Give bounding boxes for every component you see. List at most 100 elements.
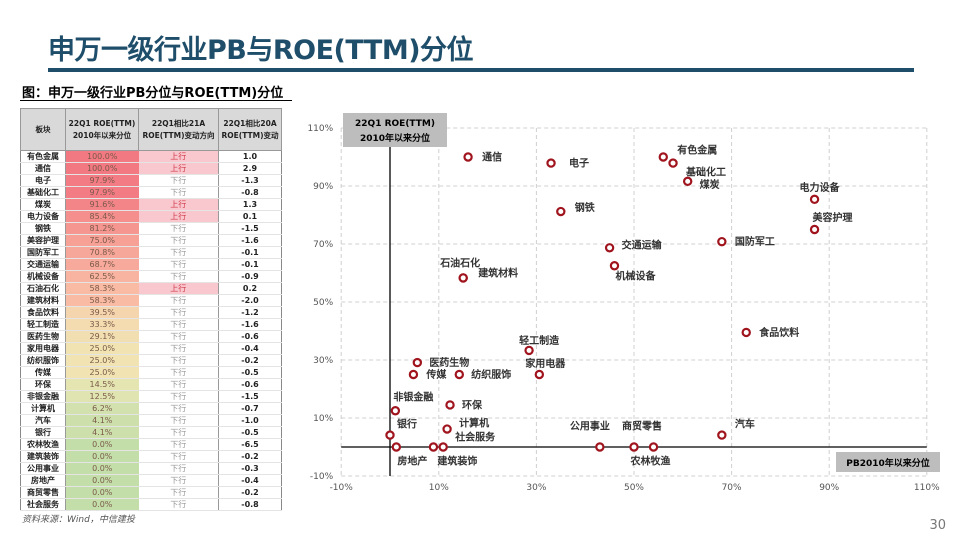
direction-cell: 下行 bbox=[138, 318, 219, 331]
change-cell: 1.3 bbox=[218, 198, 282, 211]
data-point bbox=[609, 261, 620, 271]
table-row: 美容护理 75.0% 下行 -1.6 bbox=[20, 234, 282, 247]
y-tick-label: 30% bbox=[313, 356, 333, 366]
table-row: 银行 4.1% 下行 -0.5 bbox=[20, 426, 282, 439]
table-row: 环保 14.5% 下行 -0.6 bbox=[20, 378, 282, 391]
direction-cell: 下行 bbox=[138, 438, 219, 451]
table-row: 交通运输 68.7% 下行 -0.1 bbox=[20, 258, 282, 271]
point-label: 石油石化 bbox=[439, 256, 480, 269]
data-point bbox=[556, 206, 566, 217]
point-label: 有色金属 bbox=[677, 144, 717, 157]
table-row: 食品饮料 39.5% 下行 -1.2 bbox=[20, 306, 282, 319]
sector-name-cell: 钢铁 bbox=[20, 222, 66, 235]
sector-name-cell: 房地产 bbox=[20, 474, 66, 487]
direction-cell: 下行 bbox=[138, 234, 219, 247]
roe-percentile-cell: 12.5% bbox=[65, 390, 139, 403]
sector-name-cell: 机械设备 bbox=[20, 270, 66, 283]
roe-percentile-cell: 14.5% bbox=[65, 378, 139, 391]
direction-cell: 下行 bbox=[138, 270, 219, 283]
sector-name-cell: 纺织服饰 bbox=[20, 354, 66, 367]
y-tick-label: 90% bbox=[313, 182, 333, 192]
sector-name-cell: 电力设备 bbox=[20, 210, 66, 223]
roe-percentile-cell: 25.0% bbox=[65, 366, 139, 379]
point-label: 传媒 bbox=[425, 368, 447, 381]
sector-name-cell: 有色金属 bbox=[20, 150, 66, 163]
direction-cell: 上行 bbox=[138, 210, 219, 223]
data-point bbox=[408, 369, 419, 380]
roe-percentile-cell: 6.2% bbox=[65, 402, 139, 415]
point-label: 电子 bbox=[569, 157, 589, 170]
table-row: 机械设备 62.5% 下行 -0.9 bbox=[20, 270, 282, 283]
change-cell: -0.2 bbox=[218, 354, 282, 367]
point-label: 机械设备 bbox=[615, 269, 656, 282]
table-row: 通信 100.0% 上行 2.9 bbox=[20, 162, 282, 175]
point-label: 国防军工 bbox=[735, 235, 775, 248]
x-tick-label: 70% bbox=[722, 483, 742, 493]
x-tick-label: 50% bbox=[624, 483, 644, 493]
table-row: 基础化工 97.9% 下行 -0.8 bbox=[20, 186, 282, 199]
direction-cell: 下行 bbox=[138, 186, 219, 199]
figure-caption: 图：申万一级行业PB分位与ROE(TTM)分位 bbox=[22, 86, 284, 101]
change-cell: -1.5 bbox=[218, 222, 282, 235]
y-axis-label: 22Q1 ROE(TTM) bbox=[355, 119, 435, 129]
direction-cell: 下行 bbox=[138, 222, 219, 235]
point-label: 食品饮料 bbox=[758, 326, 799, 339]
change-cell: -0.6 bbox=[218, 378, 282, 391]
point-label: 煤炭 bbox=[700, 178, 720, 191]
change-cell: -1.5 bbox=[218, 390, 282, 403]
point-label: 美容护理 bbox=[813, 211, 853, 224]
data-point bbox=[454, 369, 464, 380]
roe-percentile-cell: 70.8% bbox=[65, 246, 139, 259]
table-row: 轻工制造 33.3% 下行 -1.6 bbox=[20, 318, 282, 331]
roe-percentile-cell: 58.3% bbox=[65, 282, 139, 295]
x-tick-label: 30% bbox=[526, 483, 546, 493]
direction-cell: 下行 bbox=[138, 330, 219, 343]
change-cell: -0.8 bbox=[218, 186, 282, 199]
sector-name-cell: 农林牧渔 bbox=[20, 438, 66, 451]
data-point bbox=[595, 442, 605, 452]
direction-cell: 上行 bbox=[138, 162, 219, 175]
point-label: 交通运输 bbox=[622, 238, 663, 251]
header-direction-21a: 22Q1相比21A ROE(TTM)变动方向 bbox=[138, 108, 219, 151]
point-label: 农林牧渔 bbox=[630, 455, 671, 468]
direction-cell: 下行 bbox=[138, 366, 219, 379]
data-point bbox=[809, 194, 820, 205]
change-cell: -2.0 bbox=[218, 294, 282, 307]
sector-name-cell: 建筑装饰 bbox=[20, 450, 66, 463]
point-label: 医药生物 bbox=[429, 356, 469, 369]
roe-percentile-cell: 4.1% bbox=[65, 414, 139, 427]
data-point bbox=[668, 158, 678, 168]
direction-cell: 下行 bbox=[138, 378, 219, 391]
change-cell: -0.6 bbox=[218, 330, 282, 343]
table-row: 医药生物 29.1% 下行 -0.6 bbox=[20, 330, 282, 343]
x-tick-label: -10% bbox=[330, 483, 354, 493]
sector-name-cell: 食品饮料 bbox=[20, 306, 66, 319]
y-tick-label: 70% bbox=[313, 240, 333, 250]
table-row: 钢铁 81.2% 下行 -1.5 bbox=[20, 222, 282, 235]
change-cell: -0.1 bbox=[218, 258, 282, 271]
point-label: 非银金融 bbox=[393, 390, 433, 403]
direction-cell: 下行 bbox=[138, 390, 219, 403]
data-point bbox=[717, 430, 727, 440]
table-row: 煤炭 91.6% 上行 1.3 bbox=[20, 198, 282, 211]
data-point bbox=[438, 442, 448, 452]
data-point bbox=[442, 424, 452, 434]
direction-cell: 下行 bbox=[138, 486, 219, 499]
sector-name-cell: 建筑材料 bbox=[20, 294, 66, 307]
roe-percentile-cell: 33.3% bbox=[65, 318, 139, 331]
point-label: 纺织服饰 bbox=[471, 368, 511, 381]
point-label: 钢铁 bbox=[575, 201, 595, 214]
y-axis-label: 2010年以来分位 bbox=[360, 132, 430, 144]
roe-percentile-cell: 39.5% bbox=[65, 306, 139, 319]
data-point bbox=[658, 152, 668, 162]
roe-percentile-cell: 0.0% bbox=[65, 498, 139, 511]
change-cell: -0.5 bbox=[218, 426, 282, 439]
change-cell: -1.0 bbox=[218, 414, 282, 427]
table-row: 农林牧渔 0.0% 下行 -6.5 bbox=[20, 438, 282, 451]
direction-cell: 下行 bbox=[138, 258, 219, 271]
change-cell: 1.0 bbox=[218, 150, 282, 163]
change-cell: -1.2 bbox=[218, 306, 282, 319]
point-label: 公用事业 bbox=[570, 420, 610, 433]
sector-name-cell: 商贸零售 bbox=[20, 486, 66, 499]
data-point bbox=[682, 176, 693, 187]
